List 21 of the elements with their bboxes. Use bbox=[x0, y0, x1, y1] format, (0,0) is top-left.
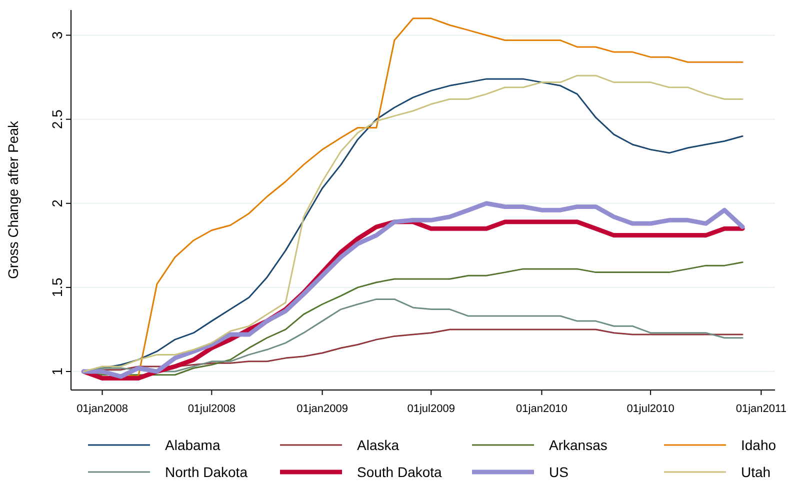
x-tick-label: 01jan2010 bbox=[516, 403, 568, 415]
y-tick-label: 1 bbox=[49, 367, 65, 376]
y-axis-title: Gross Change after Peak bbox=[5, 120, 21, 279]
x-tick-label: 01jan2009 bbox=[296, 403, 348, 415]
x-tick-label: 01jul2008 bbox=[188, 403, 236, 415]
x-tick-label: 01jul2010 bbox=[626, 403, 674, 415]
legend-label: US bbox=[549, 464, 568, 480]
legend-label: Utah bbox=[741, 464, 771, 480]
y-tick-label: 3 bbox=[49, 31, 65, 40]
legend-label: South Dakota bbox=[357, 464, 442, 480]
y-tick-label: 2.5 bbox=[49, 109, 65, 130]
legend-label: Idaho bbox=[741, 437, 776, 453]
legend-label: Alaska bbox=[357, 437, 400, 453]
legend-label: Alabama bbox=[165, 437, 220, 453]
y-tick-label: 2 bbox=[49, 199, 65, 208]
legend-label: Arkansas bbox=[549, 437, 608, 453]
legend-label: North Dakota bbox=[165, 464, 248, 480]
x-tick-label: 01jan2011 bbox=[736, 403, 786, 415]
x-tick-label: 01jul2009 bbox=[407, 403, 455, 415]
y-tick-label: 1.5 bbox=[49, 277, 65, 298]
x-tick-label: 01jan2008 bbox=[76, 403, 128, 415]
